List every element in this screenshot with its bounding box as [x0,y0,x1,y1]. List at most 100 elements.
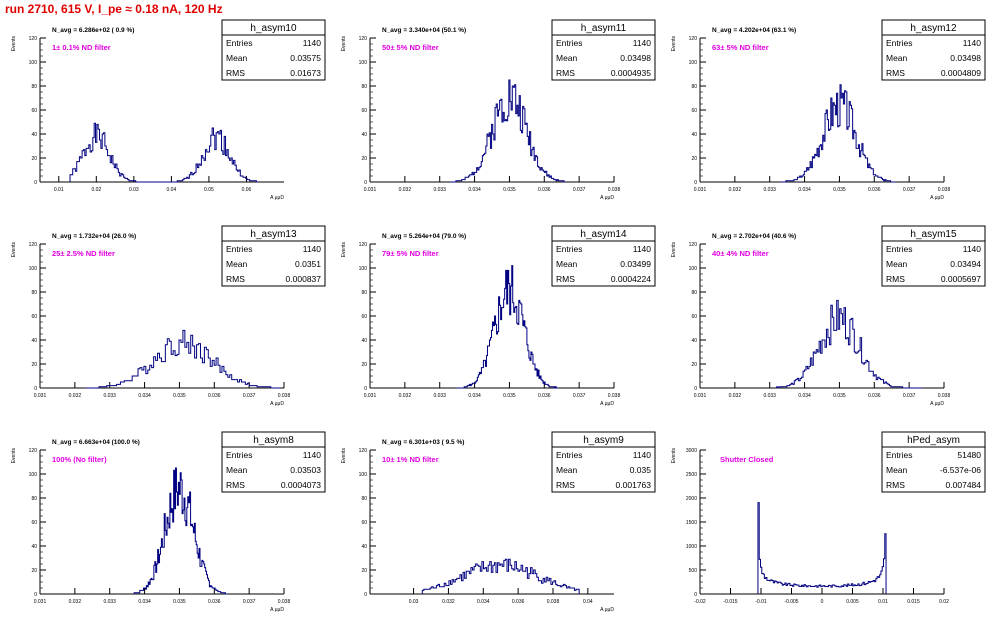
y-tick-label: 80 [361,496,367,502]
stat-entries-label: Entries [226,38,252,48]
y-tick-label: 40 [361,338,367,344]
x-tick-label: -0.02 [694,599,706,605]
stat-mean-label: Mean [226,465,248,475]
x-axis-title: A μμD [600,195,614,201]
y-tick-label: 2000 [686,496,697,502]
y-tick-label: 60 [31,520,37,526]
histogram-h_asym13: 0 20 40 60 80 100 120 0.031 0.032 0.033 0.034 0.035… [11,225,326,407]
x-tick-label: 0.034 [798,187,811,193]
x-tick-label: 0.031 [34,393,47,399]
x-tick-label: 0.04 [167,187,177,193]
stats-title: h_asym8 [253,435,294,446]
x-tick-label: 0.03 [129,187,139,193]
stat-rms-value: 0.01673 [290,68,321,78]
stat-rms-value: 0.0004224 [611,274,651,284]
x-axis-title: A μμD [600,401,614,407]
y-tick-label: 40 [361,544,367,550]
x-tick-label: -0.015 [723,599,737,605]
stat-rms-label: RMS [886,274,905,284]
histogram-hPed_asym: 0 500 1000 1500 2000 2500 3000 -0.02 -0.015 -0.01… [671,431,986,605]
y-tick-label: 0 [34,592,37,598]
stat-rms-label: RMS [886,68,905,78]
x-axis-title: A μμD [600,607,614,613]
x-tick-label: 0.033 [103,599,116,605]
x-tick-label: 0.035 [173,393,186,399]
x-tick-label: 0.06 [242,187,252,193]
y-tick-label: 0 [34,180,37,186]
stat-mean-label: Mean [556,465,578,475]
stat-rms-label: RMS [886,480,905,490]
stat-rms-value: 0.0004935 [611,68,651,78]
filter-label: 1± 0.1% ND filter [52,43,111,52]
stats-box-frame [551,225,656,287]
x-tick-label: 0.033 [433,393,446,399]
stats-title: h_asym9 [583,435,624,446]
histogram-line [757,502,887,594]
histogram-line [421,558,580,594]
x-tick-label: 0.033 [763,393,776,399]
x-tick-label: 0.036 [868,393,881,399]
y-tick-label: 40 [691,132,697,138]
y-tick-label: 60 [31,108,37,114]
x-tick-label: 0.033 [433,187,446,193]
stat-entries-label: Entries [556,244,582,254]
stats-title: h_asym14 [580,229,627,240]
histogram-line [780,84,896,183]
x-tick-label: 0.031 [694,393,707,399]
histogram-line [457,265,559,389]
stat-entries-label: Entries [886,244,912,254]
filter-label: 50± 5% ND filter [382,43,439,52]
y-tick-label: 1500 [686,520,697,526]
filter-label: 25± 2.5% ND filter [52,249,115,258]
histogram-h_asym8: 0 20 40 60 80 100 120 0.031 0.032 0.033 0.034 0.035… [11,431,326,613]
y-tick-label: 40 [361,132,367,138]
y-tick-label: 60 [361,520,367,526]
y-tick-label: 40 [31,132,37,138]
stat-entries-value: 1140 [303,450,322,460]
histogram-line [85,329,281,389]
stat-mean-label: Mean [226,53,248,63]
stat-rms-value: 0.0005697 [941,274,981,284]
y-tick-label: 60 [31,314,37,320]
stats-box: h_asym14 Entries 1140 Mean 0.03499 RMS 0.00042… [551,225,656,287]
stat-mean-value: 0.0351 [295,259,321,269]
x-tick-label: 0.031 [34,599,47,605]
y-axis-title: Events [341,36,347,52]
y-tick-label: 0 [694,592,697,598]
stat-entries-label: Entries [226,450,252,460]
stat-mean-label: Mean [556,259,578,269]
x-tick-label: 0.037 [243,393,256,399]
y-tick-label: 60 [361,108,367,114]
x-tick-label: -0.01 [755,599,767,605]
y-tick-label: 60 [361,314,367,320]
histogram-line [450,79,566,183]
y-tick-label: 100 [359,266,368,272]
stats-box: h_asym11 Entries 1140 Mean 0.03498 RMS 0.00049… [551,19,656,81]
filter-label: 40± 4% ND filter [712,249,769,258]
y-tick-label: 20 [361,568,367,574]
stats-title: h_asym11 [581,23,627,34]
x-tick-label: 0.033 [763,187,776,193]
stats-title: h_asym15 [910,229,957,240]
stat-mean-value: 0.035 [630,465,652,475]
y-tick-label: 100 [29,472,38,478]
stats-title: h_asym13 [250,229,297,240]
stat-entries-label: Entries [886,38,912,48]
x-tick-label: 0.037 [903,187,916,193]
filter-label: Shutter Closed [720,455,774,464]
y-axis-title: Events [671,36,677,52]
stat-rms-value: 0.0004073 [281,480,321,490]
stat-entries-value: 1140 [633,244,652,254]
x-tick-label: 0.035 [173,599,186,605]
stat-entries-label: Entries [556,450,582,460]
y-tick-label: 20 [31,156,37,162]
y-tick-label: 120 [689,242,698,248]
x-axis-title: A μμD [270,195,284,201]
stat-entries-label: Entries [226,244,252,254]
x-tick-label: 0.034 [138,393,151,399]
y-tick-label: 20 [31,568,37,574]
x-tick-label: 0.038 [547,599,560,605]
x-tick-label: 0.034 [468,187,481,193]
y-tick-label: 80 [31,290,37,296]
